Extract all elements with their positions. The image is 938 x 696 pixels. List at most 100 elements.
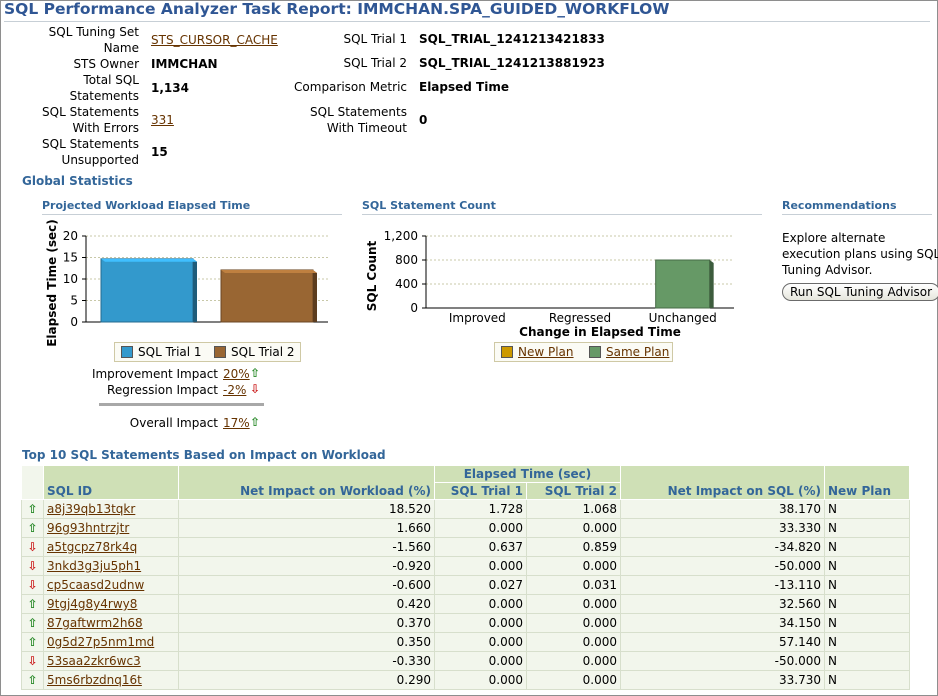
sql-id-link[interactable]: 0g5d27p5nm1md [47,635,155,649]
sql-id-link[interactable]: 5ms6rbzdnq16t [47,673,142,687]
sql-id-link[interactable]: cp5caasd2udnw [47,578,145,592]
col-header-sql-trial-2[interactable]: SQL Trial 2 [526,482,621,500]
improvement-impact-label: Improvement Impact [91,367,218,381]
sql-trial-1-cell: 0.000 [434,556,527,576]
col-group-elapsed-time: Elapsed Time (sec) [434,465,621,483]
summary-value: SQL_TRIAL_1241213881923 [419,56,605,70]
recommendation-text-line2: execution plans using SQL [782,247,938,261]
arrow-up-icon: ⇧ [21,594,44,614]
y-tick-label: 10 [63,272,78,286]
legend-label-trial2: SQL Trial 2 [231,345,295,359]
bar-side [193,258,197,322]
sql-trial-1-cell: 0.000 [434,651,527,671]
sql-trial-2-cell: 0.000 [526,632,621,652]
summary-label: Comparison Metric [280,79,407,95]
overall-impact-label: Overall Impact [129,416,218,430]
table-row: ⇩ cp5caasd2udnw -0.600 0.027 0.031 -13.110 N [21,575,910,595]
summary-label-line1: SQL Trial 2 [343,56,407,70]
summary-label: SQL Statements With Errors [20,104,139,136]
recommendation-text-line1: Explore alternate [782,231,886,245]
improvement-impact-link[interactable]: 20% [223,367,250,381]
new-plan-cell: N [824,575,910,595]
col-header-sql-id[interactable]: SQL ID [43,465,179,500]
table-row: ⇧ 5ms6rbzdnq16t 0.290 0.000 0.000 33.730 N [21,670,910,690]
legend-link-same-plan[interactable]: Same Plan [606,345,670,359]
sql-trial-2-cell: 0.031 [526,575,621,595]
net-impact-sql-cell: -34.820 [620,537,825,557]
net-impact-workload-cell: -0.920 [178,556,435,576]
sql-trial-1-cell: 0.027 [434,575,527,595]
new-plan-cell: N [824,594,910,614]
sql-trial-2-cell: 0.000 [526,613,621,633]
x-tick-label: Regressed [549,311,611,325]
summary-label-line1: Comparison Metric [294,80,407,94]
new-plan-cell: N [824,632,910,652]
run-sql-tuning-advisor-button[interactable]: Run SQL Tuning Advisor [782,283,938,301]
table-row: ⇩ a5tgcpz78rk4q -1.560 0.637 0.859 -34.820 N [21,537,910,557]
count-chart-legend: New Plan Same Plan [494,342,673,362]
summary-label: SQL Statements With Timeout [280,104,407,136]
new-plan-cell: N [824,537,910,557]
legend-swatch-new-plan [501,346,513,358]
sql-trial-1-cell: 0.000 [434,594,527,614]
net-impact-sql-cell: 34.150 [620,613,825,633]
net-impact-sql-cell: 32.560 [620,594,825,614]
summary-label-line1: SQL Statements [42,105,139,119]
col-header-net-impact-workload[interactable]: Net Impact on Workload (%) [178,465,435,500]
sql-trial-1-cell: 0.000 [434,670,527,690]
workload-elapsed-time-chart: 0 5 10 15 20 Elapsed Time (sec) [45,220,328,347]
sql-id-link[interactable]: 3nkd3g3ju5ph1 [47,559,142,573]
sql-trial-1-cell: 1.728 [434,499,527,519]
table-row: ⇩ 53saa2zkr6wc3 -0.330 0.000 0.000 -50.000 N [21,651,910,671]
summary-label-line1: SQL Tuning Set [48,25,139,39]
table-row: ⇧ a8j39qb13tqkr 18.520 1.728 1.068 38.170 N [21,499,910,519]
top10-table: SQL ID Net Impact on Workload (%) Elapse… [21,465,910,690]
regression-impact-link[interactable]: -2% [223,383,247,397]
new-plan-cell: N [824,556,910,576]
sql-id-cell: a8j39qb13tqkr [43,499,179,519]
net-impact-sql-cell: -50.000 [620,651,825,671]
summary-label: SQL Trial 1 [280,31,407,47]
sql-id-link[interactable]: 87gaftwrm2h68 [47,616,143,630]
sql-trial-2-cell: 0.000 [526,594,621,614]
table-row: ⇧ 87gaftwrm2h68 0.370 0.000 0.000 34.150 N [21,613,910,633]
top10-body: ⇧ a8j39qb13tqkr 18.520 1.728 1.068 38.170 N ⇧ 96… [21,499,910,690]
sql-id-cell: 53saa2zkr6wc3 [43,651,179,671]
sql-trial-1-cell: 0.000 [434,632,527,652]
net-impact-workload-cell: 0.370 [178,613,435,633]
summary-value: 0 [419,113,428,127]
col-header-sql-trial-1[interactable]: SQL Trial 1 [434,482,527,500]
sql-id-link[interactable]: a5tgcpz78rk4q [47,540,138,554]
new-plan-cell: N [824,651,910,671]
summary-value: IMMCHAN [151,57,218,71]
sql-trial-2-cell: 0.000 [526,518,621,538]
summary-value: 1,134 [151,81,189,95]
y-tick-label: 400 [395,277,418,291]
overall-impact-link[interactable]: 17% [223,416,250,430]
col-header-net-impact-sql[interactable]: Net Impact on SQL (%) [620,465,825,500]
net-impact-sql-cell: 38.170 [620,499,825,519]
count-chart-heading: SQL Statement Count [362,199,762,215]
arrow-down-icon: ⇩ [250,382,261,396]
summary-value-link[interactable]: STS_CURSOR_CACHE [151,33,278,47]
new-plan-cell: N [824,613,910,633]
summary-value-link[interactable]: 331 [151,113,174,127]
x-axis-label: Change in Elapsed Time [519,325,681,339]
col-header-new-plan[interactable]: New Plan [824,465,910,500]
new-plan-cell: N [824,518,910,538]
net-impact-sql-cell: -50.000 [620,556,825,576]
sql-id-link[interactable]: 9tgj4g8y4rwy8 [47,597,138,611]
workload-chart-heading: Projected Workload Elapsed Time [42,199,342,215]
sql-trial-2-cell: 0.000 [526,556,621,576]
dir-header [21,465,44,500]
arrow-up-icon: ⇧ [21,499,44,519]
x-tick-label: Unchanged [649,311,717,325]
summary-label-line2: Name [103,41,139,55]
sql-id-link[interactable]: 96g93hntrzjtr [47,521,130,535]
legend-link-new-plan[interactable]: New Plan [518,345,574,359]
summary-label: SQL Trial 2 [280,55,407,71]
sql-id-link[interactable]: a8j39qb13tqkr [47,502,136,516]
arrow-up-icon: ⇧ [250,415,261,429]
sql-id-link[interactable]: 53saa2zkr6wc3 [47,654,141,668]
net-impact-sql-cell: 57.140 [620,632,825,652]
